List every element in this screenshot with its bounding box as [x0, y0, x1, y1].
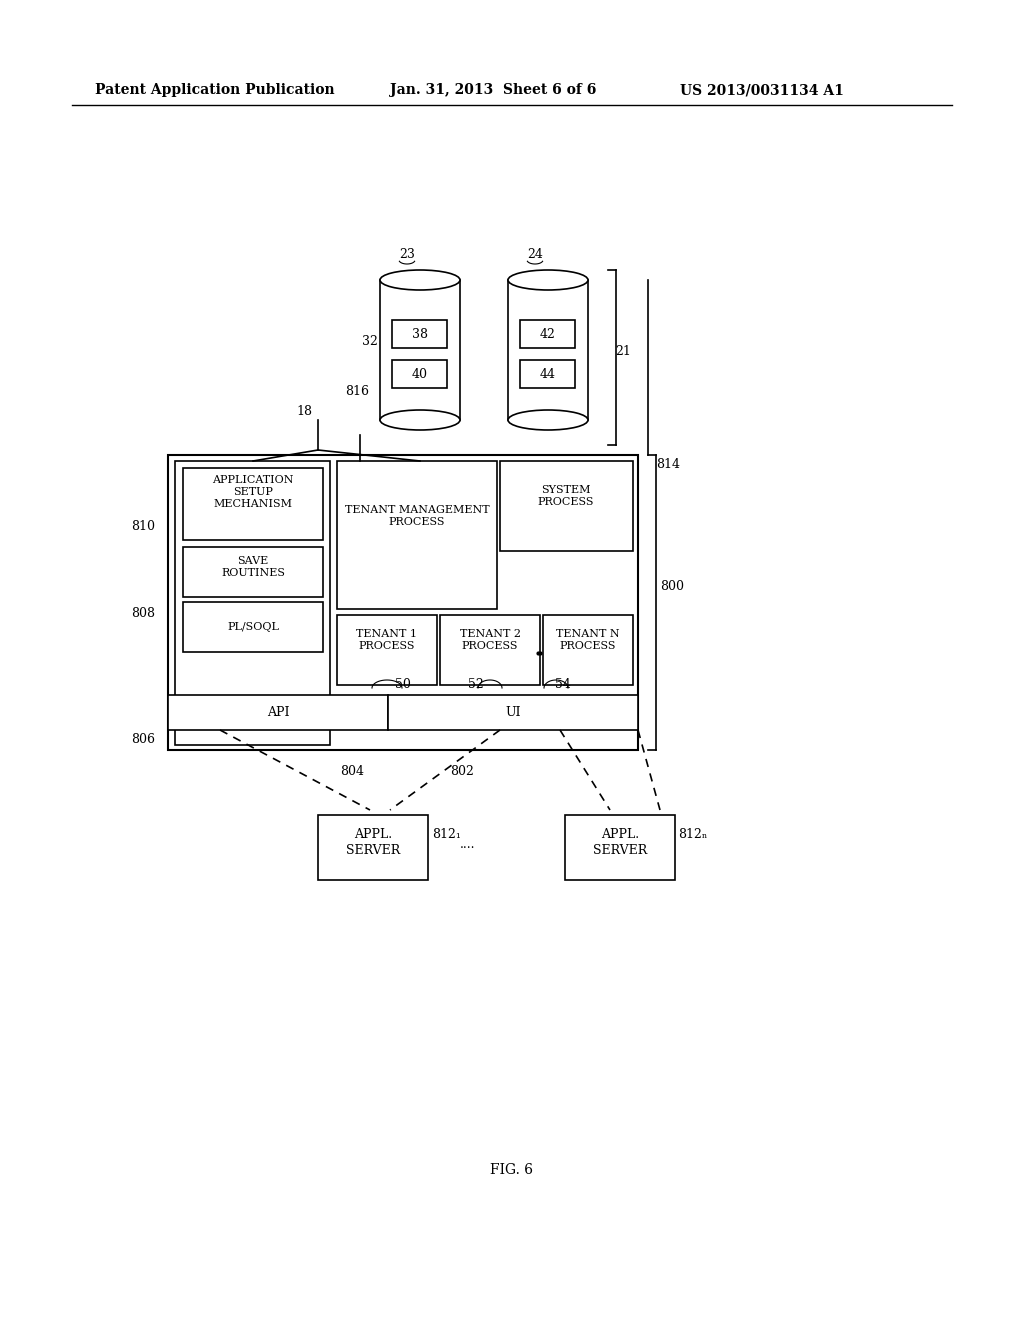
Text: APPLICATION: APPLICATION: [212, 475, 294, 484]
Text: US 2013/0031134 A1: US 2013/0031134 A1: [680, 83, 844, 96]
Text: PL/SOQL: PL/SOQL: [227, 622, 279, 632]
Text: 802: 802: [450, 766, 474, 777]
Text: 804: 804: [340, 766, 364, 777]
Text: Patent Application Publication: Patent Application Publication: [95, 83, 335, 96]
Text: SERVER: SERVER: [346, 843, 400, 857]
Text: PROCESS: PROCESS: [358, 642, 416, 651]
Text: APPL.: APPL.: [601, 829, 639, 842]
Ellipse shape: [380, 411, 460, 430]
Text: 44: 44: [540, 367, 556, 380]
Bar: [183, 546, 323, 597]
Text: TENANT 1: TENANT 1: [356, 630, 418, 639]
Text: PROCESS: PROCESS: [462, 642, 518, 651]
Bar: [440, 615, 540, 685]
Text: MECHANISM: MECHANISM: [213, 499, 293, 510]
Text: ....: ....: [460, 838, 475, 851]
Text: 52: 52: [468, 678, 483, 690]
Ellipse shape: [508, 411, 588, 430]
Bar: [520, 319, 575, 348]
Text: SERVER: SERVER: [593, 843, 647, 857]
Text: PROCESS: PROCESS: [538, 498, 594, 507]
Text: Jan. 31, 2013  Sheet 6 of 6: Jan. 31, 2013 Sheet 6 of 6: [390, 83, 596, 96]
Text: 814: 814: [656, 458, 680, 471]
Bar: [508, 280, 588, 420]
Text: 54: 54: [555, 678, 570, 690]
Text: 21: 21: [615, 345, 631, 358]
Bar: [392, 319, 447, 348]
Bar: [500, 461, 633, 550]
Text: SAVE: SAVE: [238, 556, 268, 566]
Text: TENANT MANAGEMENT: TENANT MANAGEMENT: [345, 506, 489, 515]
Text: 24: 24: [527, 248, 543, 261]
Text: ROUTINES: ROUTINES: [221, 568, 285, 578]
Text: 50: 50: [395, 678, 411, 690]
Text: 812₁: 812₁: [432, 828, 461, 841]
Text: 23: 23: [399, 248, 415, 261]
Text: 42: 42: [540, 327, 556, 341]
Bar: [183, 602, 323, 652]
Text: 38: 38: [412, 327, 428, 341]
Bar: [380, 280, 460, 420]
Text: FIG. 6: FIG. 6: [490, 1163, 534, 1177]
Bar: [168, 455, 638, 750]
Text: 800: 800: [660, 579, 684, 593]
Ellipse shape: [508, 271, 588, 290]
Text: 812ₙ: 812ₙ: [678, 828, 708, 841]
Text: 32: 32: [362, 335, 378, 348]
Text: TENANT 2: TENANT 2: [460, 630, 520, 639]
Text: 806: 806: [131, 733, 155, 746]
Bar: [543, 615, 633, 685]
Bar: [337, 461, 497, 609]
Bar: [337, 615, 437, 685]
Text: TENANT N: TENANT N: [556, 630, 620, 639]
Bar: [318, 814, 428, 880]
Text: SETUP: SETUP: [233, 487, 273, 498]
Text: 18: 18: [296, 405, 312, 418]
Bar: [388, 696, 638, 730]
Ellipse shape: [380, 271, 460, 290]
Bar: [175, 461, 330, 744]
Text: APPL.: APPL.: [354, 829, 392, 842]
Text: API: API: [266, 705, 289, 718]
Text: SYSTEM: SYSTEM: [542, 484, 591, 495]
Text: 40: 40: [412, 367, 428, 380]
Bar: [520, 360, 575, 388]
Text: PROCESS: PROCESS: [389, 517, 445, 527]
Text: 810: 810: [131, 520, 155, 533]
Text: UI: UI: [505, 705, 521, 718]
Bar: [565, 814, 675, 880]
Text: 816: 816: [345, 385, 369, 399]
Bar: [392, 360, 447, 388]
Bar: [168, 696, 388, 730]
Bar: [183, 469, 323, 540]
Text: PROCESS: PROCESS: [560, 642, 616, 651]
Text: 808: 808: [131, 607, 155, 620]
